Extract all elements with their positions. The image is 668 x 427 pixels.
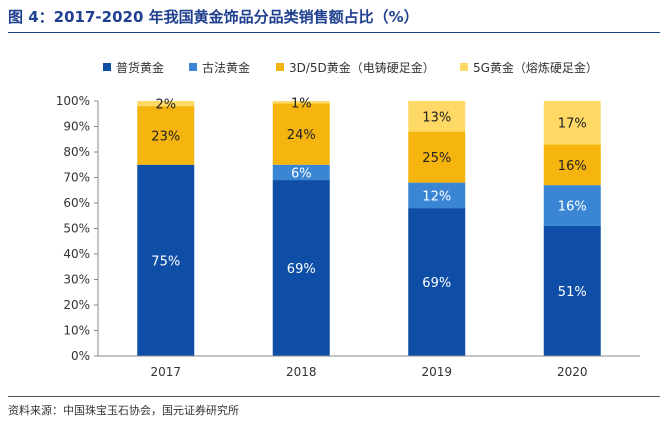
x-tick-label: 2018 [286, 365, 317, 379]
data-label: 13% [422, 110, 451, 125]
data-label: 1% [291, 96, 312, 111]
x-tick-label: 2017 [150, 365, 181, 379]
data-label: 16% [558, 159, 587, 174]
bar-segment [272, 101, 330, 104]
y-tick-label: 100% [56, 94, 90, 108]
data-label: 6% [291, 166, 312, 181]
legend-swatch [189, 63, 197, 71]
bar-segment [137, 164, 195, 356]
legend-label: 3D/5D黄金（电铸硬足金） [289, 60, 435, 75]
legend-swatch [103, 63, 111, 71]
y-tick-label: 80% [63, 145, 90, 159]
stacked-bar-chart: 普货黄金 古法黄金 3D/5D黄金（电铸硬足金） 5G黄金（熔炼硬足金） 0% 10% 2… [56, 60, 640, 379]
data-label: 69% [287, 262, 316, 277]
y-axis: 0% 10% 20% 30% 40% 50% 60% 70% 80% 90% 100% [56, 94, 99, 363]
legend-label: 古法黄金 [202, 60, 250, 75]
y-tick-label: 90% [63, 120, 90, 134]
bar-segment [272, 180, 330, 356]
x-tick-label: 2019 [421, 365, 452, 379]
source-note: 资料来源：中国珠宝玉石协会，国元证券研究所 [8, 404, 239, 417]
bar-segment [137, 106, 195, 165]
bar-segment [543, 144, 601, 186]
y-tick-label: 70% [63, 171, 90, 185]
data-label: 12% [422, 189, 451, 204]
bar-segment [408, 101, 466, 132]
data-label: 24% [287, 128, 316, 143]
footer-divider [8, 396, 660, 397]
bar-segment [272, 164, 330, 181]
y-tick-label: 40% [63, 247, 90, 261]
y-tick-label: 30% [63, 273, 90, 287]
data-label: 23% [151, 129, 180, 144]
y-tick-label: 20% [63, 298, 90, 312]
bar-segment [543, 225, 601, 356]
y-tick-label: 0% [71, 349, 90, 363]
data-label: 51% [558, 285, 587, 300]
bar-segment [408, 208, 466, 356]
legend-swatch [276, 63, 284, 71]
y-tick-label: 60% [63, 196, 90, 210]
legend: 普货黄金 古法黄金 3D/5D黄金（电铸硬足金） 5G黄金（熔炼硬足金） [103, 60, 598, 75]
bar-segment [137, 101, 195, 107]
bar-segment [543, 101, 601, 145]
title-divider [8, 32, 660, 33]
bars: 75% 23% 2% 69% 6% 24% 1% 69% 12% 25% 13% 51% 16% 16% 1… [137, 96, 601, 356]
data-label: 69% [422, 276, 451, 291]
data-label: 75% [151, 254, 180, 269]
x-tick-label: 2020 [557, 365, 588, 379]
x-axis: 2017 2018 2019 2020 [98, 355, 640, 379]
legend-swatch [460, 63, 468, 71]
bar-segment [408, 131, 466, 183]
legend-label: 普货黄金 [116, 60, 164, 75]
bar-segment [543, 185, 601, 226]
bar-segment [408, 182, 466, 209]
chart-title: 图 4：2017-2020 年我国黄金饰品分品类销售额占比（%） [8, 8, 419, 26]
bar-segment [272, 103, 330, 165]
data-label: 25% [422, 151, 451, 166]
data-label: 2% [155, 98, 176, 113]
data-label: 16% [558, 200, 587, 215]
y-tick-label: 50% [63, 222, 90, 236]
legend-label: 5G黄金（熔炼硬足金） [473, 60, 598, 75]
data-label: 17% [558, 117, 587, 132]
y-tick-label: 10% [63, 324, 90, 338]
